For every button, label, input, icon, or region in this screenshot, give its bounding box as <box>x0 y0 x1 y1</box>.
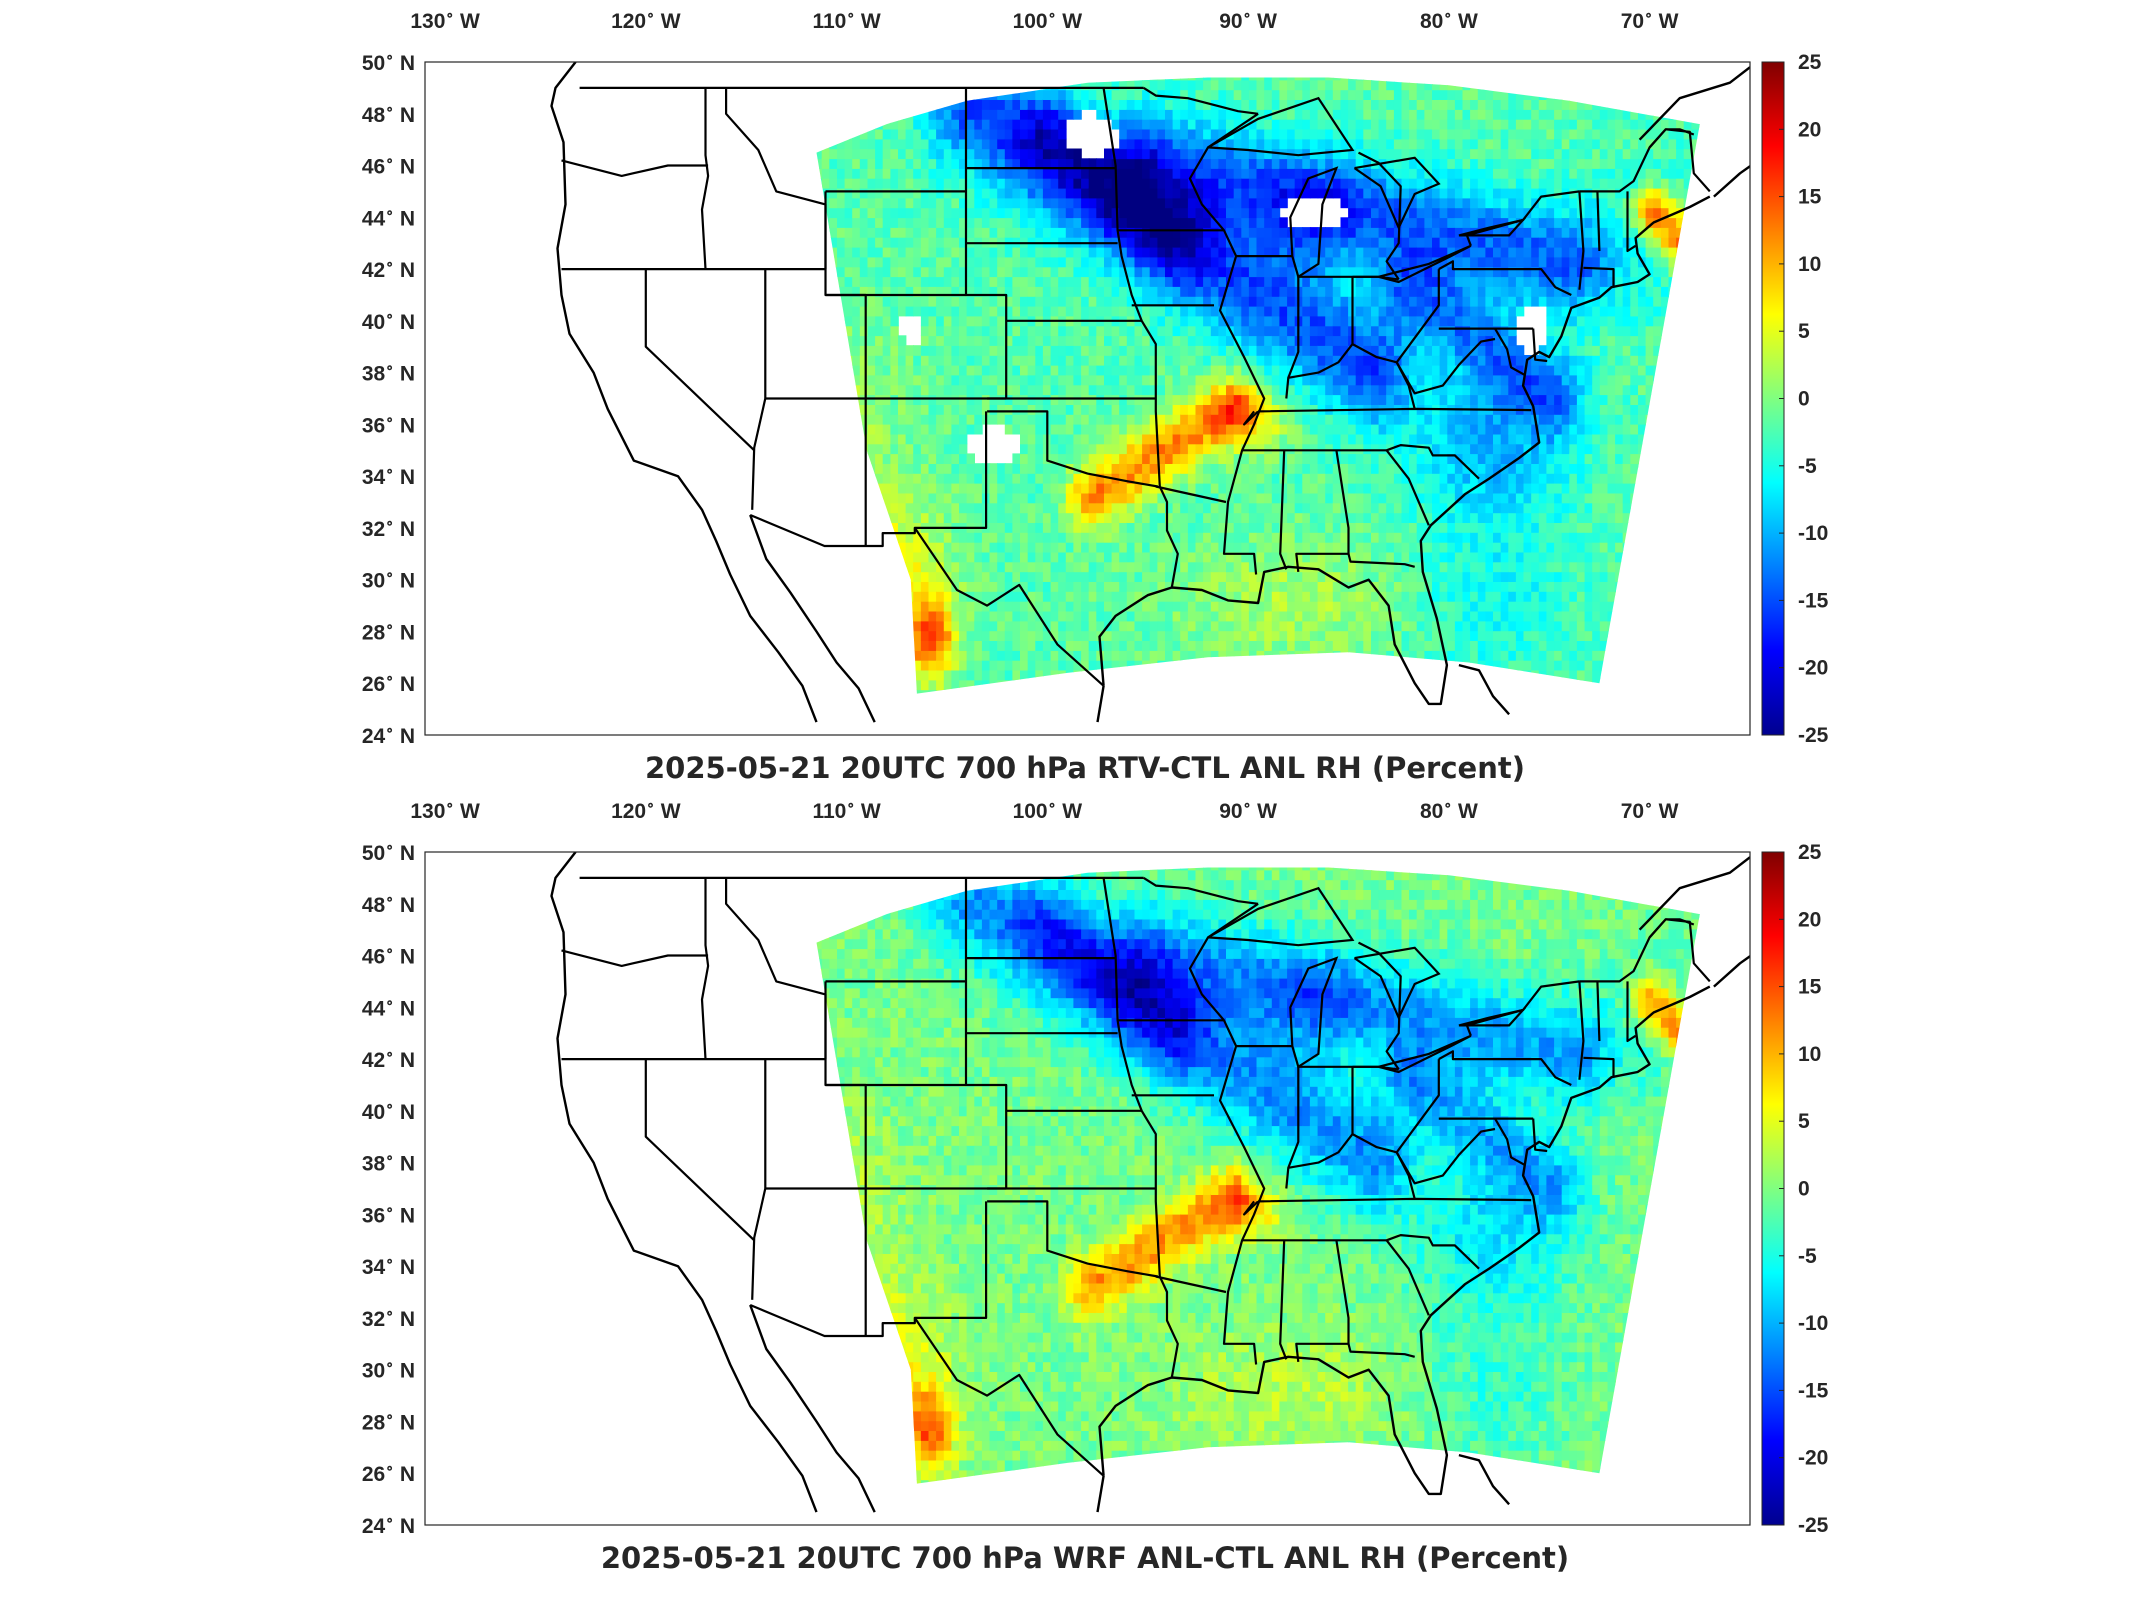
colorbar-tick-label: -5 <box>1798 1245 1817 1268</box>
colorbar-tick-label: 25 <box>1798 841 1822 864</box>
lon-tick-label: 90∘ W <box>1219 6 1277 33</box>
lat-tick-label: 30∘ N <box>362 1356 415 1383</box>
colorbar-tick-label: -5 <box>1798 455 1817 478</box>
lat-tick-label: 24∘ N <box>362 721 415 748</box>
colorbar-tick-label: 10 <box>1798 253 1821 276</box>
colorbar-tick-label: -20 <box>1798 657 1828 680</box>
colorbar: 25 20 15 10 5 0 -5 -10 -15 -20 -25 <box>1761 841 1829 1537</box>
colorbar: 25 20 15 10 5 0 -5 -10 -15 -20 -25 <box>1761 51 1829 747</box>
lat-tick-label: 26∘ N <box>362 1459 415 1486</box>
colorbar-tick-label: -15 <box>1798 589 1829 612</box>
colorbar-tick-label: 5 <box>1798 320 1810 343</box>
lat-tick-label: 30∘ N <box>362 566 415 593</box>
lat-tick-label: 42∘ N <box>362 255 415 282</box>
lat-tick-label: 48∘ N <box>362 100 415 127</box>
lat-tick-label: 46∘ N <box>362 152 415 179</box>
lon-tick-label: 70∘ W <box>1621 796 1679 823</box>
map-area <box>425 852 1750 1525</box>
lat-tick-label: 38∘ N <box>362 359 415 386</box>
lon-tick-label: 70∘ W <box>1621 6 1679 33</box>
colorbar-tick-label: -25 <box>1798 1514 1829 1537</box>
colorbar-tick-label: -10 <box>1798 522 1828 545</box>
lat-tick-label: 40∘ N <box>362 307 415 334</box>
lon-tick-label: 130∘ W <box>410 796 480 823</box>
lon-tick-label: 100∘ W <box>1013 6 1083 33</box>
map-panel-wrf-anl-ctl: 130∘ W 120∘ W 110∘ W 100∘ W 90∘ W 80∘ W 70∘ W 5… <box>0 790 2133 1580</box>
map-frame <box>424 61 1751 736</box>
lon-tick-label: 90∘ W <box>1219 796 1277 823</box>
colorbar-tick-label: 10 <box>1798 1043 1821 1066</box>
lat-tick-label: 32∘ N <box>362 514 415 541</box>
colorbar-tick-label: 20 <box>1798 118 1821 141</box>
lat-tick-label: 48∘ N <box>362 890 415 917</box>
colorbar-tick-label: -20 <box>1798 1447 1828 1470</box>
panel-title: 2025-05-21 20UTC 700 hPa WRF ANL-CTL ANL… <box>601 1541 1569 1575</box>
rh-difference-field <box>816 77 1700 694</box>
state-boundaries <box>561 876 1711 1477</box>
map-area <box>425 62 1750 735</box>
lat-tick-label: 28∘ N <box>362 618 415 645</box>
rh-difference-field <box>816 867 1700 1484</box>
great-lakes <box>1207 96 1527 284</box>
lat-tick-label: 42∘ N <box>362 1045 415 1072</box>
map-figure: 130∘ W 120∘ W 110∘ W 100∘ W 90∘ W 80∘ W 70∘ W 5… <box>362 796 1829 1575</box>
lat-tick-label: 32∘ N <box>362 1304 415 1331</box>
lat-tick-label: 24∘ N <box>362 1511 415 1538</box>
lon-tick-label: 130∘ W <box>410 6 480 33</box>
coastlines <box>550 852 1750 1513</box>
lat-tick-label: 34∘ N <box>362 462 415 489</box>
lon-tick-label: 110∘ W <box>812 6 880 33</box>
great-lakes <box>1207 886 1527 1074</box>
panel-title: 2025-05-21 20UTC 700 hPa RTV-CTL ANL RH … <box>645 751 1525 785</box>
lon-tick-label: 120∘ W <box>611 6 681 33</box>
colorbar-tick-label: 20 <box>1798 908 1821 931</box>
map-frame <box>424 851 1751 1526</box>
lat-tick-label: 50∘ N <box>362 48 415 75</box>
lon-tick-label: 110∘ W <box>812 796 880 823</box>
colorbar-tick-label: 25 <box>1798 51 1822 74</box>
lat-tick-label: 44∘ N <box>362 203 415 230</box>
coastlines <box>550 62 1750 723</box>
map-panel-rtv-ctl: 130∘ W 120∘ W 110∘ W 100∘ W 90∘ W 80∘ W 70∘ W 5… <box>0 0 2133 790</box>
lon-tick-label: 80∘ W <box>1420 796 1478 823</box>
state-boundaries <box>561 86 1711 687</box>
map-figure: 130∘ W 120∘ W 110∘ W 100∘ W 90∘ W 80∘ W 70∘ W 5… <box>362 6 1829 785</box>
lat-tick-label: 36∘ N <box>362 1200 415 1227</box>
lon-tick-label: 100∘ W <box>1013 796 1083 823</box>
colorbar-tick-label: -25 <box>1798 724 1829 747</box>
colorbar-tick-label: 0 <box>1798 1178 1810 1201</box>
lat-tick-label: 28∘ N <box>362 1408 415 1435</box>
lat-tick-label: 50∘ N <box>362 838 415 865</box>
lon-tick-label: 120∘ W <box>611 796 681 823</box>
lat-tick-label: 26∘ N <box>362 669 415 696</box>
lon-tick-label: 80∘ W <box>1420 6 1478 33</box>
colorbar-tick-label: 15 <box>1798 976 1822 999</box>
lat-tick-label: 34∘ N <box>362 1252 415 1279</box>
colorbar-tick-label: 0 <box>1798 388 1810 411</box>
lat-tick-label: 44∘ N <box>362 993 415 1020</box>
colorbar-tick-label: 5 <box>1798 1110 1810 1133</box>
colorbar-tick-label: -10 <box>1798 1312 1828 1335</box>
colorbar-tick-label: 15 <box>1798 186 1822 209</box>
lat-tick-label: 38∘ N <box>362 1149 415 1176</box>
lat-tick-label: 40∘ N <box>362 1097 415 1124</box>
lat-tick-label: 36∘ N <box>362 410 415 437</box>
lat-tick-label: 46∘ N <box>362 942 415 969</box>
colorbar-tick-label: -15 <box>1798 1379 1829 1402</box>
